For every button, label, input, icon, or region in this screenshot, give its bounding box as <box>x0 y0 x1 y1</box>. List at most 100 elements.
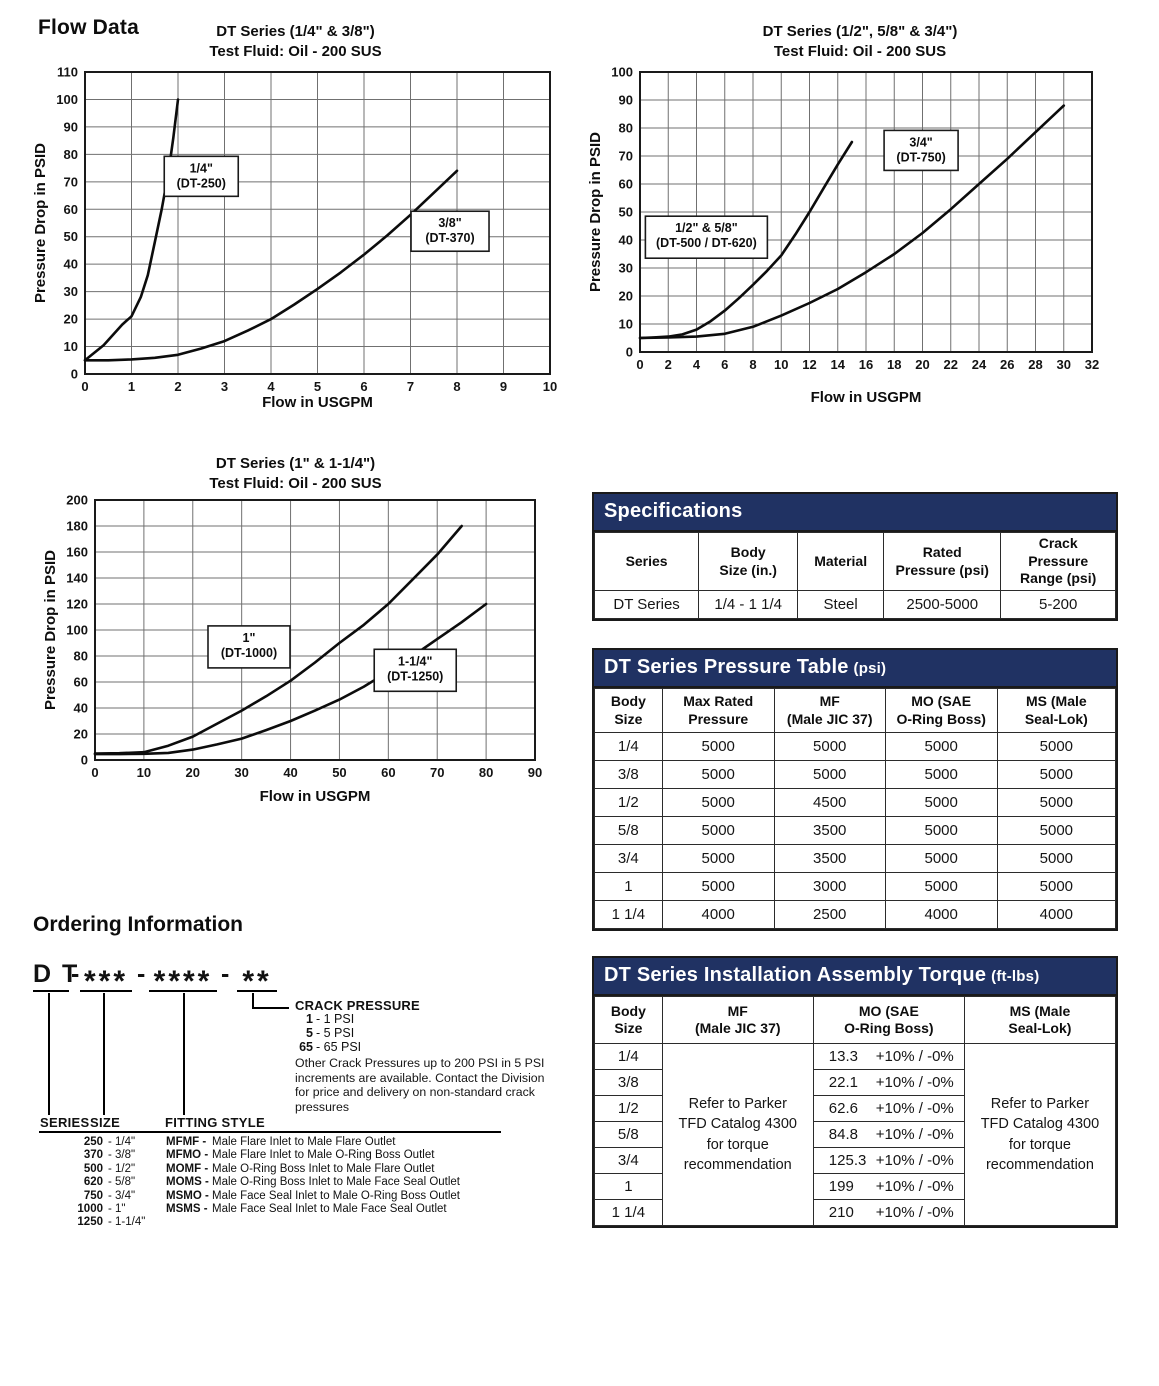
table-cell: 5000 <box>661 760 775 789</box>
series-label-box <box>883 129 959 171</box>
ordering-row: 370 - 3/8" MFMO - Male Flare Inlet to Male … <box>65 1149 565 1162</box>
series-label-text: (DT-1000) <box>221 645 277 659</box>
fitting-connector-line <box>183 993 185 1115</box>
table-row: 3/4 125.3 +10% / -0% <box>594 1147 1116 1174</box>
table-cell: 3000 <box>773 872 886 901</box>
x-tick-label: 10 <box>543 379 557 394</box>
torque-tolerance: +10% / -0% <box>875 1048 954 1065</box>
torque-value: 22.1 <box>828 1074 858 1091</box>
crack-pressure-options: 1- 1 PSI 5- 5 PSI 65- 65 PSI <box>295 1012 559 1054</box>
table-cell: 3500 <box>773 844 886 873</box>
table-cell: 5/8 <box>594 816 663 845</box>
table-cell: 5000 <box>996 816 1117 845</box>
x-tick-label: 0 <box>81 379 88 394</box>
table-cell: 3500 <box>773 816 886 845</box>
crack-pressure-option: 5- 5 PSI <box>295 1026 559 1041</box>
table-cell: 2500-5000 <box>883 590 1002 619</box>
flow-chart-half-fiveeighth-threequarter: DT Series (1/2", 5/8" & 3/4") Test Fluid… <box>585 14 1135 406</box>
ordering-row: 1000 - 1" MSMS - Male Face Seal Inlet to Ma… <box>65 1203 565 1216</box>
size-code: 620 <box>83 1176 103 1189</box>
table-row: 1/2 5000 4500 5000 5000 <box>594 788 1117 817</box>
fitting-style-column-header: FITTING STYLE <box>165 1115 265 1130</box>
x-axis-title: Flow in USGPM <box>262 394 373 411</box>
x-tick-label: 12 <box>802 357 816 372</box>
part-number-dash: - <box>221 960 230 988</box>
series-label-box <box>163 155 240 197</box>
x-tick-label: 1 <box>128 379 135 394</box>
fitting-description: Male Face Seal Inlet to Male O-Ring Boss… <box>212 1189 460 1202</box>
fitting-description: Male O-Ring Boss Inlet to Male Flare Out… <box>212 1162 435 1175</box>
y-tick-label: 0 <box>71 366 78 381</box>
x-tick-label: 30 <box>234 765 248 780</box>
fitting-code: MSMS - <box>166 1202 208 1215</box>
part-number-fitting-segment: **** <box>149 960 217 998</box>
y-tick-label: 180 <box>66 518 88 533</box>
part-number-dash: - <box>71 960 80 988</box>
flow-chart-svg: 0 1 2 3 4 5 6 7 8 9 1001020304050607080901001101/4… <box>32 64 557 411</box>
crack-pressure-heading: CRACK PRESSURE <box>295 998 420 1013</box>
torque-tolerance: +10% / -0% <box>875 1178 954 1195</box>
size-code: 500 <box>83 1162 103 1175</box>
column-header: MO (SAE O-Ring Boss) <box>884 688 998 733</box>
y-tick-label: 80 <box>64 146 78 161</box>
pressure-table: DT Series Pressure Table (psi) Body Size M… <box>592 648 1118 931</box>
table-header-row: Body Size MF (Male JIC 37) MO (SAE O-Ring … <box>594 996 1117 1044</box>
part-number-crack-stars: ** <box>242 965 272 998</box>
crack-connector-line-vertical <box>252 993 254 1009</box>
y-tick-label: 70 <box>619 148 633 163</box>
y-tick-label: 30 <box>619 260 633 275</box>
table-title: DT Series Installation Assembly Torque <box>604 964 987 986</box>
x-tick-label: 60 <box>381 765 395 780</box>
column-header: Max Rated Pressure <box>661 688 775 733</box>
column-header: Crack Pressure Range (psi) <box>1000 532 1116 591</box>
torque-tolerance: +10% / -0% <box>875 1074 954 1091</box>
y-tick-label: 70 <box>64 174 78 189</box>
part-number-prefix: D T <box>33 960 77 992</box>
table-row: 3/8 22.1 +10% / -0% <box>594 1069 1116 1096</box>
y-tick-label: 100 <box>611 64 633 79</box>
series-connector-line <box>48 993 50 1115</box>
table-cell: 5000 <box>884 732 998 761</box>
y-axis-title: Pressure Drop in PSID <box>42 549 59 709</box>
chart-title: DT Series (1/2", 5/8" & 3/4") Test Fluid… <box>585 14 1135 63</box>
series-label-box <box>644 214 769 259</box>
part-number-crack-segment: ** <box>237 960 277 998</box>
table-title: DT Series Pressure Table <box>604 656 849 678</box>
table-row: DT Series 1/4 - 1 1/4 Steel 2500-5000 5-200 <box>593 590 1116 619</box>
table-cell: Steel <box>797 590 885 619</box>
table-cell: 5000 <box>773 732 886 761</box>
table-title: Specifications <box>604 500 743 522</box>
x-tick-label: 90 <box>528 765 542 780</box>
x-tick-label: 8 <box>453 379 460 394</box>
column-header: MS (Male Seal-Lok) <box>963 996 1117 1044</box>
series-label-text: 3/8" <box>438 216 461 230</box>
part-number-fitting-stars: **** <box>153 965 213 998</box>
mf-note-cell: Refer to Parker TFD Catalog 4300 for tor… <box>661 1043 814 1226</box>
y-tick-label: 80 <box>619 120 633 135</box>
size-code: 250 <box>83 1136 103 1148</box>
ordering-row: 250 - 1/4" MFMF - Male Flare Inlet to Male … <box>65 1136 565 1149</box>
x-tick-label: 28 <box>1028 357 1042 372</box>
mo-torque-cell: 125.3 +10% / -0% <box>812 1147 965 1174</box>
series-label-text: 3/4" <box>909 135 932 149</box>
series-curve <box>638 140 854 339</box>
x-tick-label: 26 <box>1000 357 1014 372</box>
body-size-cell: 3/8 <box>594 1069 663 1096</box>
column-header: MS (Male Seal-Lok) <box>996 688 1117 733</box>
column-header: MO (SAE O-Ring Boss) <box>812 996 965 1044</box>
y-axis-title: Pressure Drop in PSID <box>32 142 49 302</box>
table-cell: 5-200 <box>1000 590 1116 619</box>
torque-value: 125.3 <box>828 1152 867 1169</box>
table-header-row: Series Body Size (in.) Material Rated Press… <box>593 532 1116 591</box>
y-tick-label: 110 <box>57 64 78 79</box>
table-cell: 1 <box>594 872 663 901</box>
table-cell: 2500 <box>773 900 886 929</box>
y-tick-label: 10 <box>619 316 633 331</box>
series-curve <box>638 103 1066 339</box>
part-number-size-segment: *** <box>80 960 132 998</box>
x-tick-label: 0 <box>636 357 643 372</box>
y-tick-label: 60 <box>619 176 633 191</box>
x-tick-label: 10 <box>137 765 151 780</box>
body-size-cell: 1/4 <box>594 1043 663 1070</box>
